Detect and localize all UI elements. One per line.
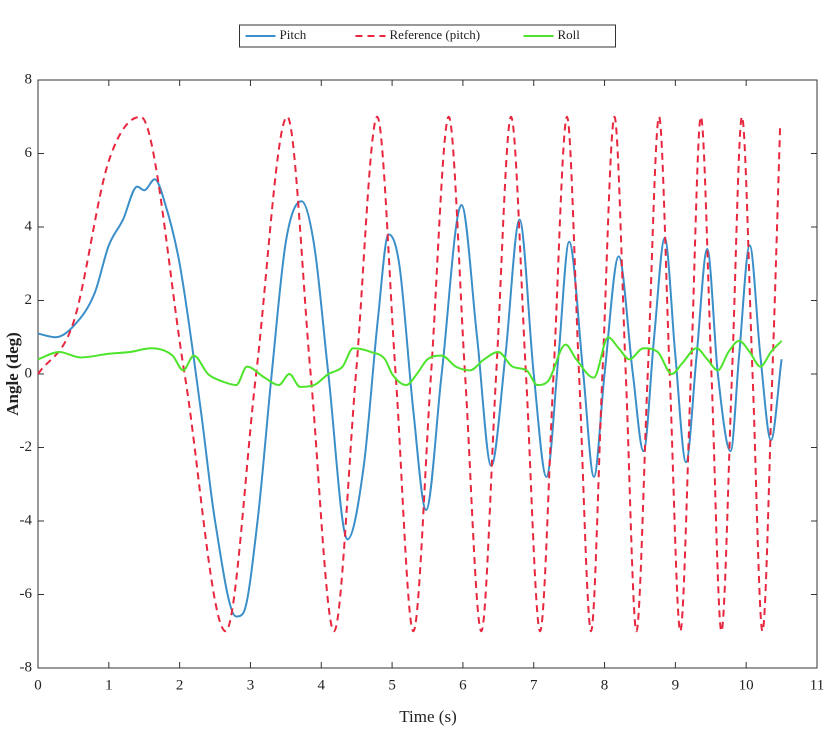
x-axis-label: Time (s) (399, 707, 456, 726)
y-tick-label: 2 (25, 292, 33, 308)
y-tick-label: 6 (25, 145, 33, 161)
x-tick-label: 10 (739, 677, 754, 693)
series-line (37, 115, 782, 633)
legend-label: Roll (558, 27, 581, 42)
y-tick-label: 4 (25, 218, 33, 234)
plot-frame (37, 79, 818, 669)
x-tick-label: 11 (810, 677, 824, 693)
y-tick-label: 0 (25, 365, 33, 381)
x-tick-label: 6 (459, 677, 467, 693)
x-tick-label: 4 (318, 677, 326, 693)
legend-label: Reference (pitch) (390, 27, 481, 42)
x-tick-label: 0 (34, 677, 42, 693)
x-tick-label: 9 (672, 677, 680, 693)
y-tick-label: -2 (20, 439, 33, 455)
y-tick-label: 8 (25, 71, 33, 87)
x-tick-label: 3 (247, 677, 255, 693)
series-line (37, 178, 783, 618)
x-tick-label: 1 (105, 677, 113, 693)
x-tick-label: 2 (176, 677, 184, 693)
x-tick-label: 5 (388, 677, 396, 693)
y-tick-label: -4 (20, 512, 33, 528)
x-tick-label: 8 (601, 677, 609, 693)
y-axis-label: Angle (deg) (3, 332, 22, 416)
x-tick-label: 7 (530, 677, 538, 693)
y-tick-label: -6 (20, 586, 33, 602)
legend-box (239, 24, 616, 48)
legend-label: Pitch (280, 27, 307, 42)
y-tick-label: -8 (20, 659, 33, 675)
series-line (37, 336, 783, 388)
